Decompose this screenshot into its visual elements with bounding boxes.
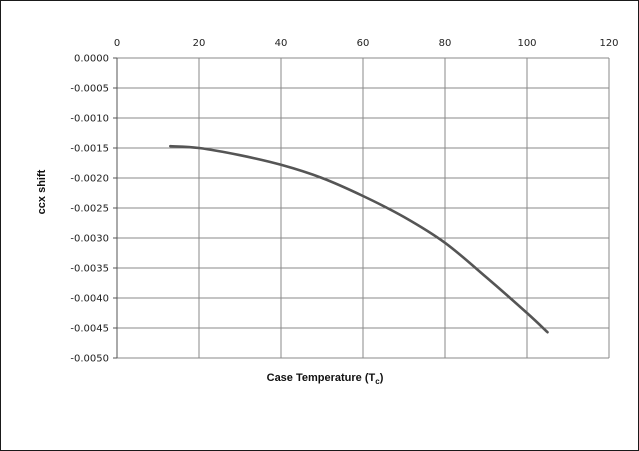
x-axis-title-main: Case Temperature (T — [267, 372, 376, 384]
y-tick-label-2: -0.0010 — [70, 114, 109, 125]
x-tick-label-1: 20 — [193, 38, 206, 49]
y-tick-label-8: -0.0040 — [70, 294, 109, 305]
x-tick-labels: 0 20 40 60 80 100 120 — [114, 38, 619, 49]
y-tick-labels: 0.0000 -0.0005 -0.0010 -0.0015 -0.0020 -0.002… — [70, 54, 109, 365]
x-tick-label-4: 80 — [439, 38, 452, 49]
series-layer — [169, 144, 549, 334]
series-line-0 — [169, 144, 549, 334]
y-tick-label-6: -0.0030 — [70, 234, 109, 245]
x-axis-title-subscript: c — [375, 377, 380, 386]
y-tick-label-1: -0.0005 — [70, 84, 109, 95]
x-tick-label-6: 120 — [599, 38, 618, 49]
grid-lines — [117, 57, 610, 359]
y-tick-label-4: -0.0020 — [70, 174, 109, 185]
y-axis-title: ccx shift — [36, 169, 48, 214]
x-axis-title-close: ) — [380, 372, 384, 384]
y-tick-label-5: -0.0025 — [70, 204, 109, 215]
x-axis-title: Case Temperature (Tc) — [267, 372, 384, 386]
y-tick-label-9: -0.0045 — [70, 324, 109, 335]
x-tick-label-5: 100 — [517, 38, 536, 49]
y-tick-label-0: 0.0000 — [74, 54, 109, 65]
y-tick-label-3: -0.0015 — [70, 144, 109, 155]
axes — [113, 57, 118, 359]
y-tick-label-7: -0.0035 — [70, 264, 109, 275]
y-tick-label-10: -0.0050 — [70, 354, 109, 365]
x-tick-label-3: 60 — [357, 38, 370, 49]
x-tick-label-0: 0 — [114, 38, 120, 49]
x-tick-label-2: 40 — [275, 38, 288, 49]
